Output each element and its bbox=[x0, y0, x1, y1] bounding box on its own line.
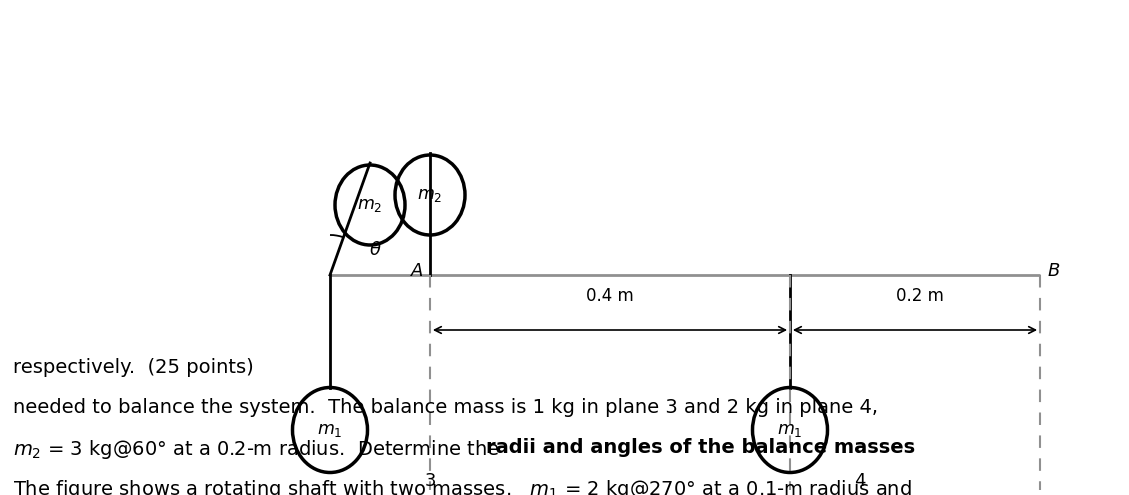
Text: A: A bbox=[411, 262, 423, 280]
Text: respectively.  (25 points): respectively. (25 points) bbox=[14, 358, 254, 377]
Text: needed to balance the system.  The balance mass is 1 kg in plane 3 and 2 kg in p: needed to balance the system. The balanc… bbox=[14, 398, 878, 417]
Text: $m_1$: $m_1$ bbox=[317, 421, 343, 439]
Text: 4: 4 bbox=[855, 472, 866, 490]
Text: B: B bbox=[1048, 262, 1060, 280]
Text: $m_1$: $m_1$ bbox=[777, 421, 803, 439]
Text: 0.2 m: 0.2 m bbox=[896, 287, 944, 305]
Text: 0.4 m: 0.4 m bbox=[586, 287, 633, 305]
Text: $\theta$: $\theta$ bbox=[369, 241, 382, 259]
Text: $m_2$ = 3 kg@60° at a 0.2-m radius.  Determine the: $m_2$ = 3 kg@60° at a 0.2-m radius. Dete… bbox=[14, 438, 500, 461]
Text: The figure shows a rotating shaft with two masses.   $m_1$ = 2 kg@270° at a 0.1-: The figure shows a rotating shaft with t… bbox=[14, 478, 912, 495]
Text: radii and angles of the balance masses: radii and angles of the balance masses bbox=[485, 438, 916, 457]
Text: $m_2$: $m_2$ bbox=[357, 196, 383, 214]
Text: $m_2$: $m_2$ bbox=[418, 186, 443, 204]
Text: 3: 3 bbox=[425, 472, 436, 490]
